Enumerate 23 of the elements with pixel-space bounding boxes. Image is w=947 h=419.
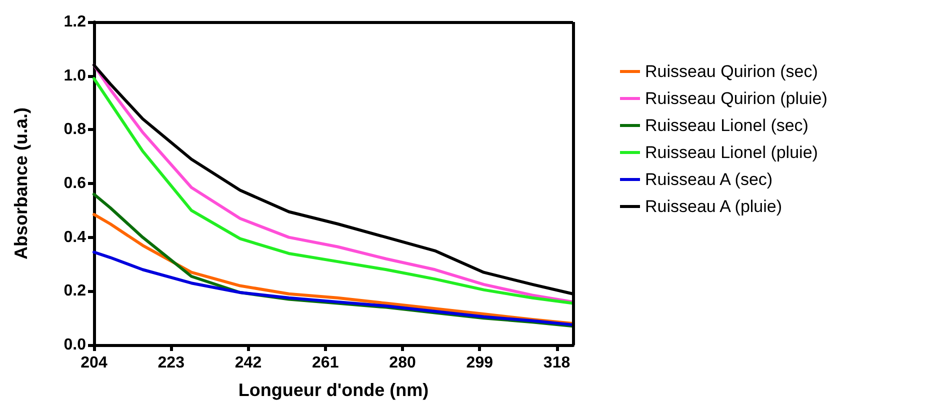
x-tick-label: 261 [312,354,339,372]
legend-label: Ruisseau Lionel (sec) [645,116,808,135]
x-tick-label: 204 [80,354,108,372]
x-tick-label: 223 [158,354,185,372]
y-tick-label: 0.0 [64,336,86,354]
y-tick-label: 0.8 [64,121,86,138]
legend-label: Ruisseau Quirion (pluie) [645,89,828,108]
legend-label: Ruisseau Lionel (pluie) [645,143,818,162]
line-series [92,250,574,326]
y-tick-label: 1.0 [64,67,86,84]
x-tick-label: 242 [234,354,262,372]
x-axis-title: Longueur d'onde (nm) [238,380,429,400]
y-tick-label: 0.4 [64,228,86,246]
legend-label: Ruisseau A (pluie) [645,197,782,216]
x-tick-label: 318 [543,354,570,372]
legend-label: Ruisseau A (sec) [645,170,773,189]
y-tick-label: 1.2 [64,14,86,30]
x-tick-label: 280 [389,354,416,372]
legend-label: Ruisseau Quirion (sec) [645,62,818,81]
y-axis-title: Absorbance (u.a.) [11,107,31,260]
y-tick-label: 0.6 [64,175,86,192]
x-tick-label: 299 [466,354,494,372]
y-tick-label: 0.2 [64,282,86,300]
